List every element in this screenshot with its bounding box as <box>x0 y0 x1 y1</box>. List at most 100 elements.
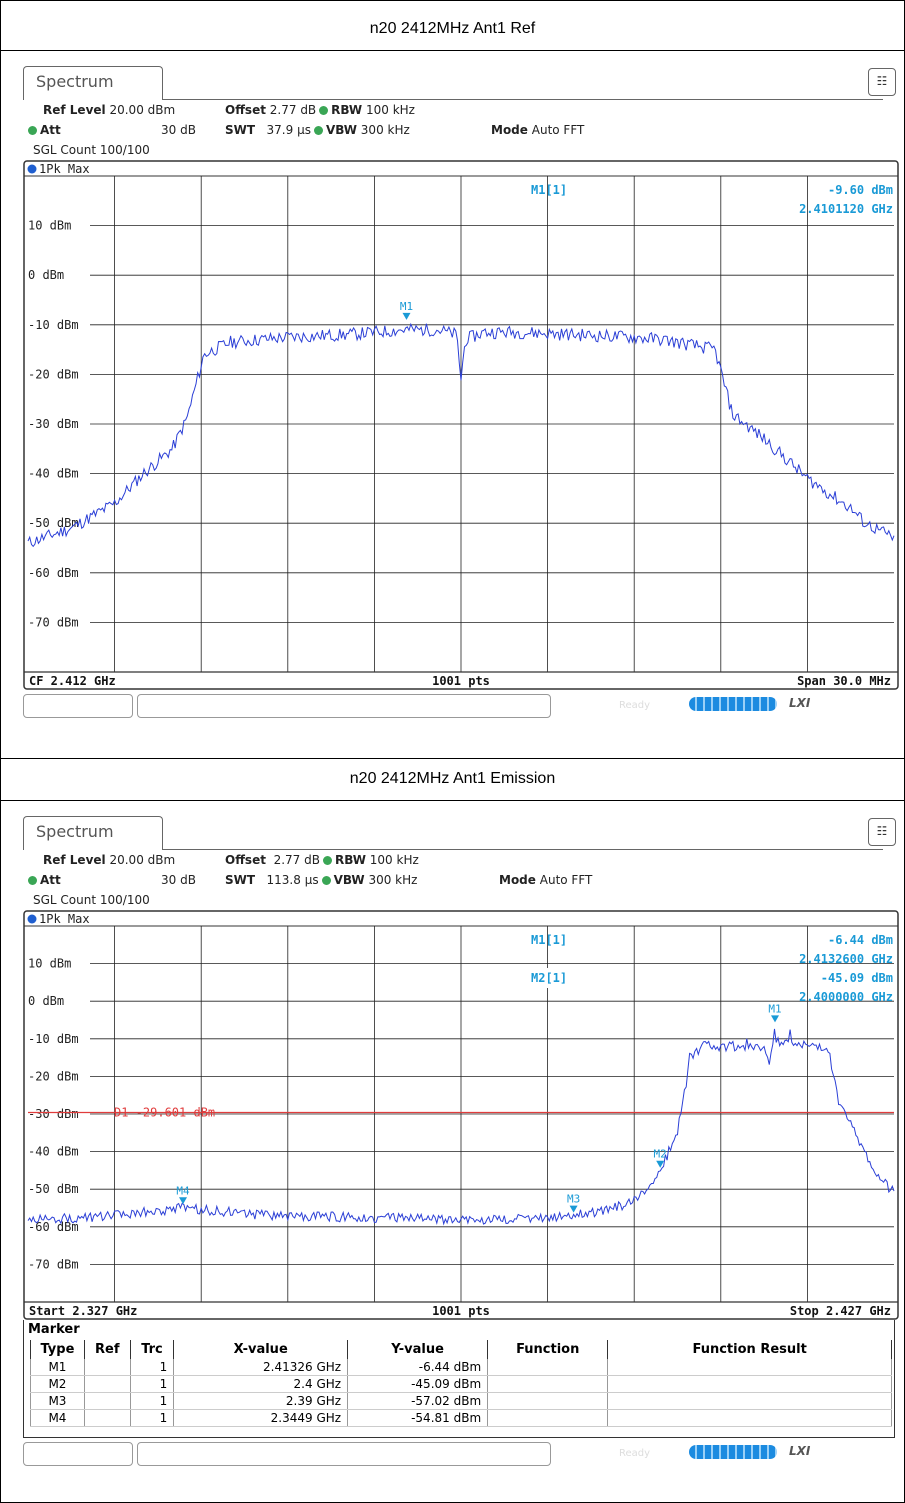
status-bar: Ready LXI <box>19 1442 903 1466</box>
footer-left-label: Start 2.327 GHz <box>29 1304 137 1318</box>
sgl-count: SGL Count 100/100 <box>33 893 150 907</box>
marker-table-cell: -6.44 dBm <box>347 1359 489 1376</box>
marker-table-panel: Marker Type Ref Trc X-value Y-value Function F… <box>23 1320 895 1438</box>
footer-left-label: CF 2.412 GHz <box>29 674 116 688</box>
marker-table-cell: 1 <box>129 1392 175 1410</box>
marker-table-cell: -45.09 dBm <box>347 1375 489 1393</box>
marker-table-cell <box>487 1409 609 1427</box>
swt-value: 113.8 µs <box>266 873 319 887</box>
status-dot-icon <box>313 126 323 135</box>
status-dot-icon <box>321 876 331 885</box>
y-tick-label: -60 dBm <box>28 566 79 580</box>
marker-table-cell: 2.3449 GHz <box>173 1409 349 1427</box>
ref-level-value: 20.00 dBm <box>109 853 176 867</box>
y-tick-label: -50 dBm <box>28 516 79 530</box>
y-tick-label: 0 dBm <box>28 268 64 282</box>
marker-table-header: Trc <box>129 1340 175 1359</box>
marker-table-cell: 1 <box>129 1359 175 1376</box>
divider <box>0 758 905 759</box>
marker-readout-name: M2[1] <box>531 971 567 985</box>
status-message-field <box>137 694 551 718</box>
footer-right-label: Stop 2.427 GHz <box>790 1304 891 1318</box>
y-tick-label: -40 dBm <box>28 1145 79 1159</box>
menu-icon[interactable]: ☷ <box>868 68 896 96</box>
marker-table-cell <box>607 1392 892 1410</box>
y-tick-label: -30 dBm <box>28 1107 79 1121</box>
marker-readout-freq: 2.4000000 GHz <box>799 990 893 1004</box>
divider <box>0 50 905 51</box>
y-tick-label: -50 dBm <box>28 1182 79 1196</box>
ref-level-label: Ref Level <box>43 103 106 117</box>
vbw-label: VBW <box>325 123 357 137</box>
mode-value: Auto FFT <box>539 873 593 887</box>
divider <box>0 800 905 801</box>
marker-table-cell <box>487 1392 609 1410</box>
marker-table-cell: M1 <box>30 1359 85 1376</box>
offset-label: Offset <box>225 103 266 117</box>
marker-table-row: M4 1 2.3449 GHz -54.81 dBm <box>30 1409 892 1427</box>
y-tick-label: -10 dBm <box>28 318 79 332</box>
lxi-logo: LXI <box>789 1444 811 1458</box>
lxi-logo: LXI <box>789 696 811 710</box>
mode-label: Mode <box>491 123 528 137</box>
progress-indicator <box>689 697 777 711</box>
marker-label: M1 <box>400 300 413 313</box>
status-bar: Ready LXI <box>19 694 903 718</box>
trace-dot-icon <box>27 914 37 924</box>
rbw-label: RBW <box>334 853 366 867</box>
marker-table-header: Y-value <box>347 1340 489 1359</box>
marker-table-row: M3 1 2.39 GHz -57.02 dBm <box>30 1392 892 1410</box>
att-label: Att <box>40 123 61 137</box>
swt-label: SWT <box>225 873 256 887</box>
marker-table-header: X-value <box>173 1340 349 1359</box>
marker-table-cell <box>607 1409 892 1427</box>
y-tick-label: -70 dBm <box>28 1257 79 1271</box>
marker-table-cell: 1 <box>129 1409 175 1427</box>
offset-label: Offset <box>225 853 266 867</box>
att-value: 30 dB <box>161 123 196 137</box>
y-tick-label: -20 dBm <box>28 1069 79 1083</box>
spectrum-tab[interactable]: Spectrum <box>23 816 163 850</box>
rbw-value: 100 kHz <box>365 103 415 117</box>
spectrum-panel-1: Spectrum ☷ Ref Level 20.00 dBm Offset 2.… <box>19 66 903 726</box>
vbw-value: 300 kHz <box>360 123 410 137</box>
menu-icon[interactable]: ☷ <box>868 818 896 846</box>
marker-table-cell: 2.41326 GHz <box>173 1359 349 1376</box>
marker-triangle-icon <box>569 1205 578 1213</box>
mode-value: Auto FFT <box>531 123 585 137</box>
swt-value: 37.9 µs <box>266 123 311 137</box>
vbw-label: VBW <box>333 873 365 887</box>
marker-table-cell: M4 <box>30 1409 85 1427</box>
marker-table-cell: -54.81 dBm <box>347 1409 489 1427</box>
y-tick-label: -10 dBm <box>28 1032 79 1046</box>
spectrum-chart-1: 1Pk Max 10 dBm 0 dBm -10 dBm -20 dBm -30 dBm -… <box>23 160 899 690</box>
tab-divider <box>163 99 883 100</box>
marker-table: Type Ref Trc X-value Y-value Function Function… <box>30 1340 892 1427</box>
status-message-field <box>137 1442 551 1466</box>
status-dot-icon <box>319 106 329 115</box>
ready-text: Ready <box>619 700 651 711</box>
marker-table-cell: -57.02 dBm <box>347 1392 489 1410</box>
rbw-label: RBW <box>331 103 363 117</box>
marker-readout-freq: 2.4101120 GHz <box>799 202 893 216</box>
offset-value: 2.77 dB <box>273 853 320 867</box>
marker-table-cell: 2.39 GHz <box>173 1392 349 1410</box>
marker-triangle-icon <box>179 1197 188 1205</box>
marker-table-header: Type <box>30 1340 85 1359</box>
marker-label: M4 <box>176 1184 190 1197</box>
status-field <box>23 1442 133 1466</box>
spectrum-panel-2: Spectrum ☷ Ref Level 20.00 dBm Offset 2.… <box>19 816 903 1476</box>
footer-center-label: 1001 pts <box>432 674 490 688</box>
spectrum-tab[interactable]: Spectrum <box>23 66 163 100</box>
ready-text: Ready <box>619 1448 651 1459</box>
marker-table-header: Function <box>487 1340 609 1359</box>
sgl-count: SGL Count 100/100 <box>33 143 150 157</box>
marker-table-cell: M3 <box>30 1392 85 1410</box>
att-label: Att <box>40 873 61 887</box>
y-tick-label: -20 dBm <box>28 367 79 381</box>
footer-right-label: Span 30.0 MHz <box>797 674 891 688</box>
vbw-value: 300 kHz <box>368 873 418 887</box>
panel-1-caption: n20 2412MHz Ant1 Ref <box>369 20 536 37</box>
marker-table-header: Function Result <box>607 1340 892 1359</box>
ref-level-label: Ref Level <box>43 853 106 867</box>
